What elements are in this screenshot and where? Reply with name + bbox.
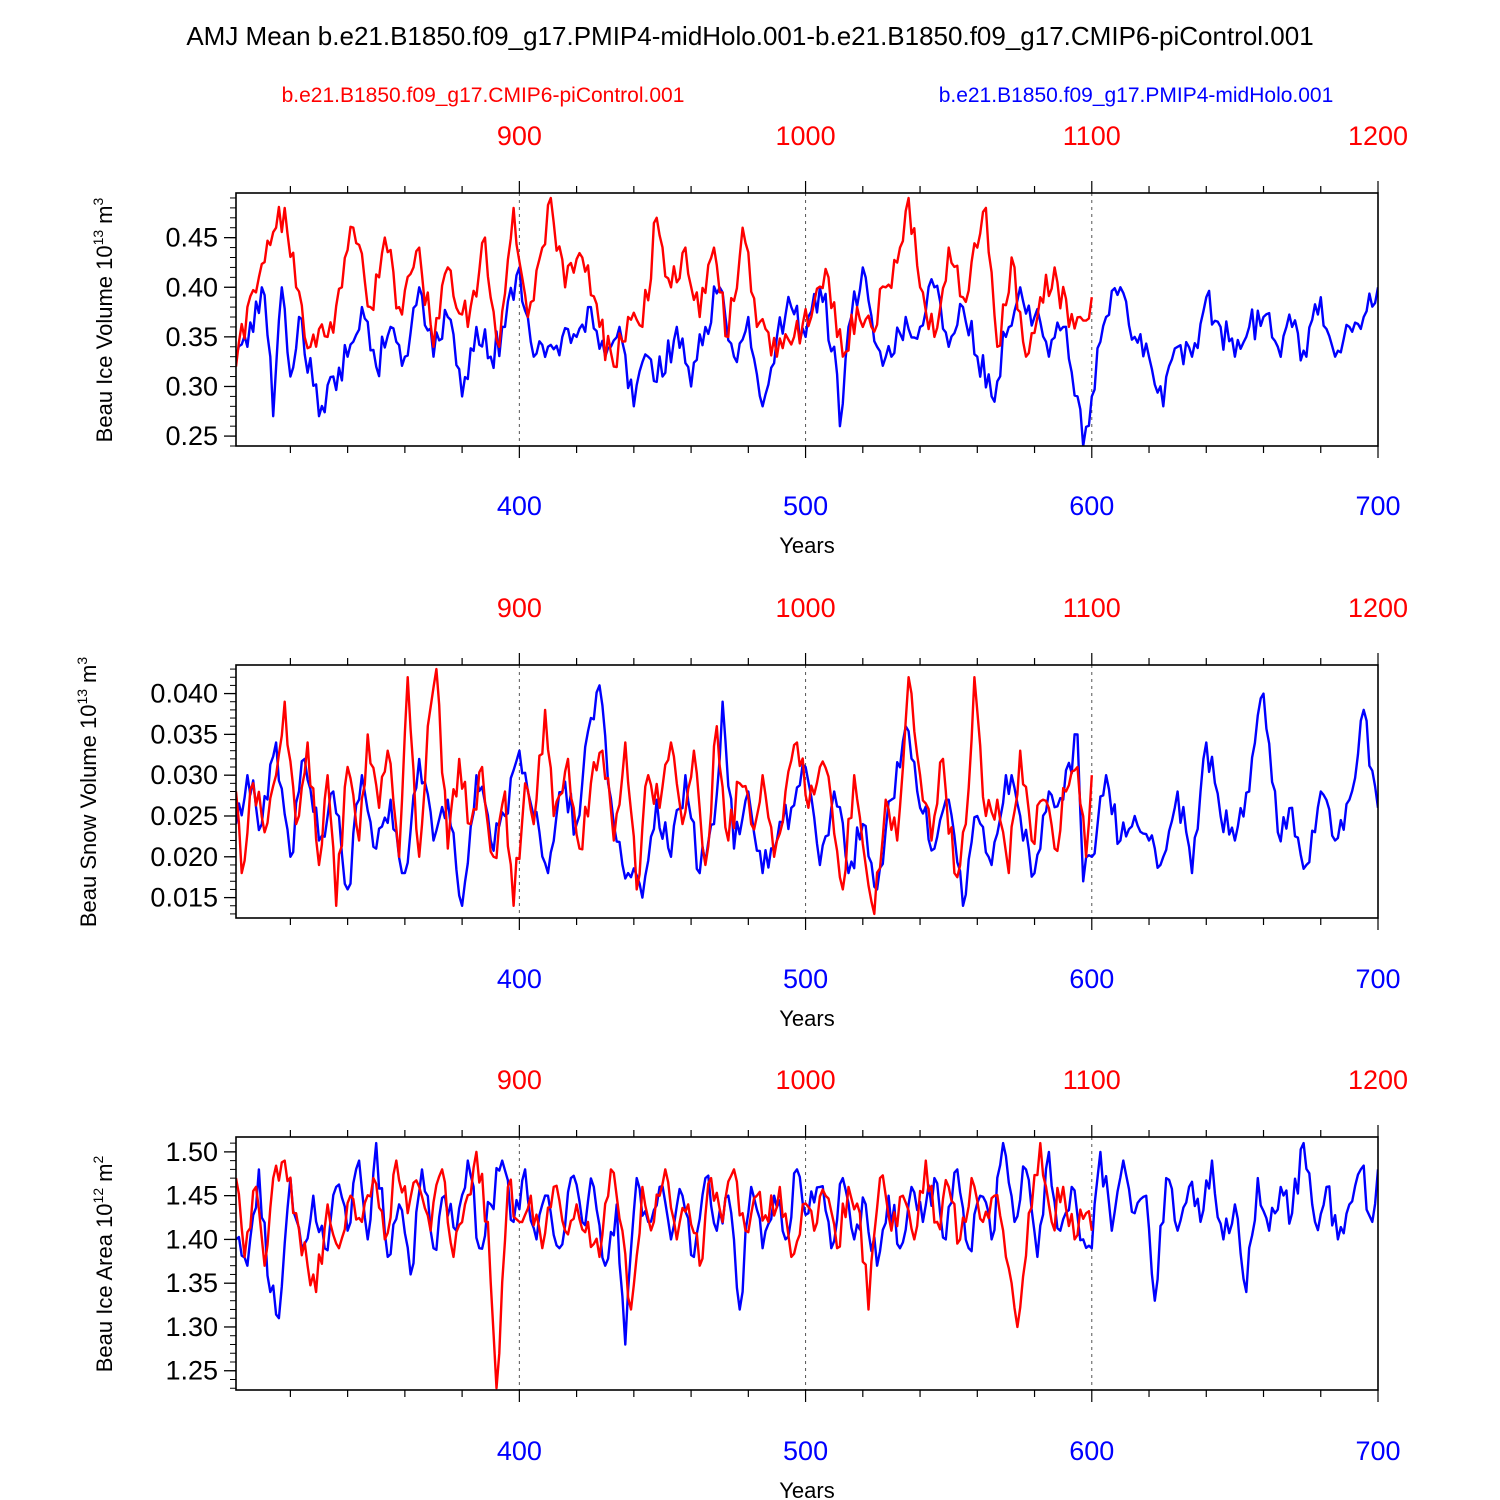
- x-tick-label-bottom: 700: [1355, 964, 1400, 994]
- y-axis-title-unit-exponent: 3: [90, 197, 106, 205]
- series-line-midholo: [236, 1141, 1378, 1346]
- y-tick-label: 0.040: [150, 679, 218, 709]
- y-axis-title-unit: m: [92, 205, 117, 223]
- series-line-midholo: [236, 684, 1378, 907]
- series-line-midholo: [236, 266, 1378, 446]
- y-tick-label: 0.35: [165, 322, 218, 352]
- y-axis-title-exponent: 13: [90, 230, 106, 246]
- plot-frame: [235, 1136, 1379, 1391]
- y-axis-title-unit: m: [92, 1164, 117, 1182]
- panel-2: 400 500 600 700 900 1000 1100 1200 Years 0.015 0.0…: [74, 593, 1408, 1031]
- x-tick-label-bottom: 600: [1069, 964, 1114, 994]
- x-tick-label-bottom: 500: [783, 964, 828, 994]
- legend-blue-label: b.e21.B1850.f09_g17.PMIP4-midHolo.001: [939, 84, 1334, 107]
- x-tick-label-top: 1100: [1063, 121, 1121, 151]
- x-tick-label-bottom: 700: [1355, 491, 1400, 521]
- y-axis-title-exponent: 13: [74, 689, 90, 705]
- x-tick-label-bottom: 400: [497, 1436, 542, 1466]
- chart-panels: 400 500 600 700 900 1000 1100 1200 Years 0.25 0.30…: [74, 121, 1408, 1500]
- y-tick-label: 0.020: [150, 842, 218, 872]
- y-tick-label: 1.45: [165, 1181, 218, 1211]
- y-axis-title-text: Beau Ice Area 10: [92, 1203, 117, 1372]
- y-tick-label: 1.25: [165, 1356, 218, 1386]
- y-axis-title-exponent: 12: [90, 1188, 106, 1204]
- y-tick-label: 0.25: [165, 421, 218, 451]
- x-tick-label-top: 1100: [1063, 593, 1121, 623]
- series-line-picontrol: [236, 196, 1093, 369]
- x-tick-label-top: 1200: [1348, 1065, 1408, 1095]
- panel-1: 400 500 600 700 900 1000 1100 1200 Years 0.25 0.30…: [90, 121, 1408, 558]
- x-axis-title: Years: [779, 1006, 834, 1031]
- x-tick-label-top: 900: [497, 1065, 542, 1095]
- x-tick-label-bottom: 400: [497, 491, 542, 521]
- x-tick-label-top: 900: [497, 121, 542, 151]
- y-tick-label: 0.030: [150, 760, 218, 790]
- y-tick-label: 1.35: [165, 1268, 218, 1298]
- x-tick-label-top: 1200: [1348, 121, 1408, 151]
- y-axis-title: Beau Ice Volume 1013 m3: [90, 197, 117, 442]
- x-tick-label-top: 1100: [1063, 1065, 1121, 1095]
- x-tick-label-top: 1000: [776, 593, 836, 623]
- y-tick-label: 1.30: [165, 1312, 218, 1342]
- series-line-picontrol: [236, 667, 1093, 916]
- y-tick-label: 0.035: [150, 719, 218, 749]
- x-tick-label-top: 1000: [776, 1065, 836, 1095]
- y-axis-title-unit-exponent: 2: [90, 1156, 106, 1164]
- x-axis-title: Years: [779, 533, 834, 558]
- x-tick-label-bottom: 500: [783, 1436, 828, 1466]
- y-axis-title: Beau Ice Area 1012 m2: [90, 1156, 117, 1373]
- y-axis-title-unit-exponent: 3: [74, 657, 90, 665]
- x-tick-label-bottom: 600: [1069, 491, 1114, 521]
- x-tick-label-bottom: 400: [497, 964, 542, 994]
- y-axis-title-text: Beau Ice Volume 10: [92, 245, 117, 442]
- y-tick-label: 0.015: [150, 883, 218, 913]
- y-axis-title: Beau Snow Volume 1013 m3: [74, 657, 101, 928]
- x-tick-label-top: 1000: [776, 121, 836, 151]
- panel-3: 400 500 600 700 900 1000 1100 1200 Years 1.25 1.30…: [90, 1065, 1408, 1500]
- y-axis-title-unit: m: [76, 665, 101, 683]
- chart-title: AMJ Mean b.e21.B1850.f09_g17.PMIP4-midHo…: [186, 21, 1313, 51]
- x-tick-label-bottom: 600: [1069, 1436, 1114, 1466]
- plot-frame: [235, 192, 1379, 447]
- y-tick-label: 0.025: [150, 801, 218, 831]
- x-axis-title: Years: [779, 1478, 834, 1500]
- x-tick-label-bottom: 700: [1355, 1436, 1400, 1466]
- series-line-picontrol: [236, 1141, 1093, 1390]
- legend-red-label: b.e21.B1850.f09_g17.CMIP6-piControl.001: [282, 84, 685, 107]
- x-tick-label-bottom: 500: [783, 491, 828, 521]
- x-tick-label-top: 1200: [1348, 593, 1408, 623]
- y-tick-label: 0.30: [165, 371, 218, 401]
- y-tick-label: 1.40: [165, 1224, 218, 1254]
- y-tick-label: 0.40: [165, 272, 218, 302]
- y-axis-title-text: Beau Snow Volume 10: [76, 705, 101, 928]
- y-tick-label: 0.45: [165, 223, 218, 253]
- x-tick-label-top: 900: [497, 593, 542, 623]
- y-tick-label: 1.50: [165, 1137, 218, 1167]
